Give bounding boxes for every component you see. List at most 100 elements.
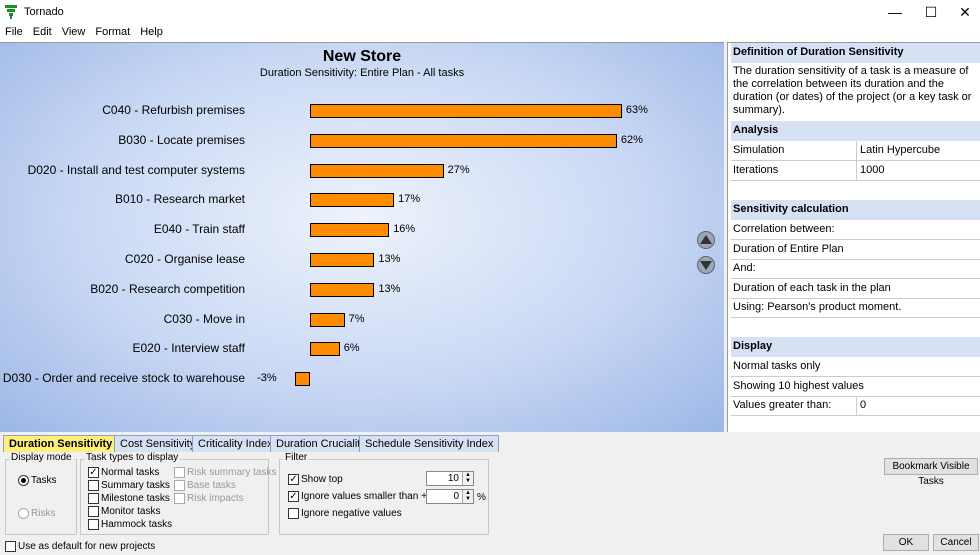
chart-title: New Store bbox=[322, 48, 402, 65]
bar-value-label: 16% bbox=[393, 223, 416, 236]
bookmark-visible-tasks-button[interactable]: Bookmark Visible Tasks bbox=[884, 458, 978, 487]
spin-arrows-icon[interactable]: ▲ ▼ bbox=[462, 472, 473, 485]
tab-duration-sensitivity[interactable]: Duration Sensitivity bbox=[3, 435, 119, 452]
milestone-tasks-checkbox[interactable] bbox=[88, 493, 99, 504]
percent-unit: % bbox=[477, 492, 486, 503]
calc-row: Correlation between: bbox=[731, 220, 980, 240]
show-top-stepper[interactable]: 10 ▲ ▼ bbox=[426, 471, 474, 486]
bar-category-label: B020 - Research competition bbox=[90, 281, 245, 296]
ignore-small-checkbox[interactable]: ✓ bbox=[288, 491, 299, 502]
display-row: Normal tasks only bbox=[731, 357, 980, 377]
menu-bar: File Edit View Format Help bbox=[0, 24, 980, 42]
base-tasks-checkbox[interactable] bbox=[174, 480, 185, 491]
chart-subtitle: Duration Sensitivity: Entire Plan - All … bbox=[259, 67, 465, 79]
task-types-label: Task types to display bbox=[84, 452, 181, 463]
analysis-label: Iterations bbox=[733, 164, 779, 176]
normal-tasks-label: Normal tasks bbox=[101, 467, 160, 478]
sensitivity-bar[interactable] bbox=[310, 223, 390, 238]
normal-tasks-checkbox[interactable]: ✓ bbox=[88, 467, 99, 478]
definition-text: The duration sensitivity of a task is a … bbox=[733, 65, 972, 116]
display-label: Values greater than: bbox=[733, 399, 832, 411]
risk-impacts-label: Risk impacts bbox=[187, 493, 244, 504]
bar-category-label: C040 - Refurbish premises bbox=[102, 103, 245, 117]
ok-button[interactable]: OK bbox=[883, 534, 929, 551]
bar-category-label: E020 - Interview staff bbox=[132, 341, 246, 356]
bar-value-label: 13% bbox=[378, 253, 401, 265]
scroll-down-icon[interactable] bbox=[697, 256, 715, 274]
sensitivity-bar[interactable] bbox=[310, 282, 375, 297]
summary-tasks-checkbox[interactable] bbox=[88, 480, 99, 491]
ignore-small-value: 0 bbox=[453, 491, 459, 502]
bar-value-label: 7% bbox=[348, 312, 365, 325]
tornado-chart: New Store Duration Sensitivity: Entire P… bbox=[0, 42, 724, 432]
tasks-radio[interactable] bbox=[18, 475, 29, 486]
filter-label: Filter bbox=[283, 452, 310, 463]
bar-category-label: B010 - Research market bbox=[114, 192, 245, 207]
close-icon[interactable]: ✕ bbox=[959, 4, 971, 20]
menu-help[interactable]: Help bbox=[140, 26, 163, 38]
sensitivity-bar[interactable] bbox=[310, 133, 617, 148]
sensitivity-bar[interactable] bbox=[310, 163, 444, 178]
calc-row: Duration of Entire Plan bbox=[731, 240, 980, 260]
display-mode-label: Display mode bbox=[9, 452, 74, 463]
analysis-value: Latin Hypercube bbox=[856, 141, 943, 161]
display-label: Normal tasks only bbox=[733, 360, 821, 372]
calc-row: And: bbox=[731, 259, 980, 279]
bar-value-label: 27% bbox=[447, 163, 470, 176]
monitor-tasks-checkbox[interactable] bbox=[88, 506, 99, 517]
sensitivity-bar[interactable] bbox=[310, 342, 340, 357]
definition-header: Definition of Duration Sensitivity bbox=[731, 43, 980, 63]
analysis-label: Simulation bbox=[733, 144, 785, 156]
risk-summary-tasks-checkbox[interactable] bbox=[174, 467, 185, 478]
milestone-tasks-label: Milestone tasks bbox=[101, 493, 170, 504]
risk-summary-tasks-label: Risk summary tasks bbox=[187, 467, 277, 478]
tornado-app-icon bbox=[5, 5, 17, 19]
ignore-negative-checkbox[interactable] bbox=[288, 508, 299, 519]
menu-view[interactable]: View bbox=[61, 26, 86, 38]
cancel-button[interactable]: Cancel bbox=[933, 534, 979, 551]
sensitivity-bar[interactable] bbox=[310, 104, 622, 118]
show-top-label: Show top bbox=[301, 474, 343, 485]
maximize-icon[interactable]: ☐ bbox=[924, 4, 938, 20]
use-as-default-checkbox[interactable] bbox=[5, 541, 16, 552]
menu-edit[interactable]: Edit bbox=[32, 26, 52, 38]
sensitivity-bar[interactable] bbox=[295, 372, 310, 387]
minimize-icon[interactable]: — bbox=[888, 4, 902, 20]
show-top-checkbox[interactable]: ✓ bbox=[288, 474, 299, 485]
risks-radio-label: Risks bbox=[31, 508, 56, 519]
analysis-value: 1000 bbox=[856, 161, 887, 181]
display-label: Showing 10 highest values bbox=[733, 380, 864, 392]
filter-group bbox=[279, 459, 489, 535]
risks-radio[interactable] bbox=[18, 508, 29, 519]
tab-schedule-sensitivity-index[interactable]: Schedule Sensitivity Index bbox=[359, 435, 500, 452]
menu-format[interactable]: Format bbox=[95, 26, 131, 38]
calc-row: Using: Pearson's product moment. bbox=[731, 298, 980, 318]
sensitivity-bar[interactable] bbox=[310, 312, 345, 327]
bar-value-label: 62% bbox=[620, 133, 643, 146]
risk-impacts-checkbox[interactable] bbox=[174, 493, 185, 504]
ignore-small-label: Ignore values smaller than +/- bbox=[301, 491, 434, 502]
use-as-default-label: Use as default for new projects bbox=[18, 541, 156, 552]
tab-criticality-index[interactable]: Criticality Index bbox=[192, 435, 279, 452]
title-bar: Tornado — ☐ ✕ bbox=[0, 0, 980, 24]
display-header: Display bbox=[731, 337, 980, 357]
bar-category-label: E040 - Train staff bbox=[153, 222, 245, 237]
menu-file[interactable]: File bbox=[5, 26, 23, 38]
bar-value-label: 63% bbox=[625, 104, 648, 116]
tab-cost-sensitivity[interactable]: Cost Sensitivity bbox=[114, 435, 202, 452]
display-mode-group bbox=[5, 459, 77, 535]
sensitivity-bar[interactable] bbox=[310, 193, 395, 208]
hammock-tasks-checkbox[interactable] bbox=[88, 519, 99, 530]
base-tasks-label: Base tasks bbox=[187, 480, 236, 491]
ignore-small-stepper[interactable]: 0 ▲ ▼ bbox=[426, 489, 474, 504]
analysis-row: Simulation Latin Hypercube bbox=[731, 141, 980, 161]
scroll-up-icon[interactable] bbox=[697, 231, 715, 249]
bar-value-label: 6% bbox=[343, 342, 360, 355]
bar-value-label: 17% bbox=[398, 193, 421, 206]
sensitivity-bar[interactable] bbox=[310, 253, 375, 267]
analysis-header: Analysis bbox=[731, 121, 980, 141]
tab-duration-cruciality[interactable]: Duration Cruciality bbox=[270, 435, 372, 452]
bar-value-label: 13% bbox=[378, 282, 401, 295]
spin-arrows-icon[interactable]: ▲ ▼ bbox=[462, 490, 473, 503]
bar-category-label: C030 - Move in bbox=[163, 311, 245, 326]
